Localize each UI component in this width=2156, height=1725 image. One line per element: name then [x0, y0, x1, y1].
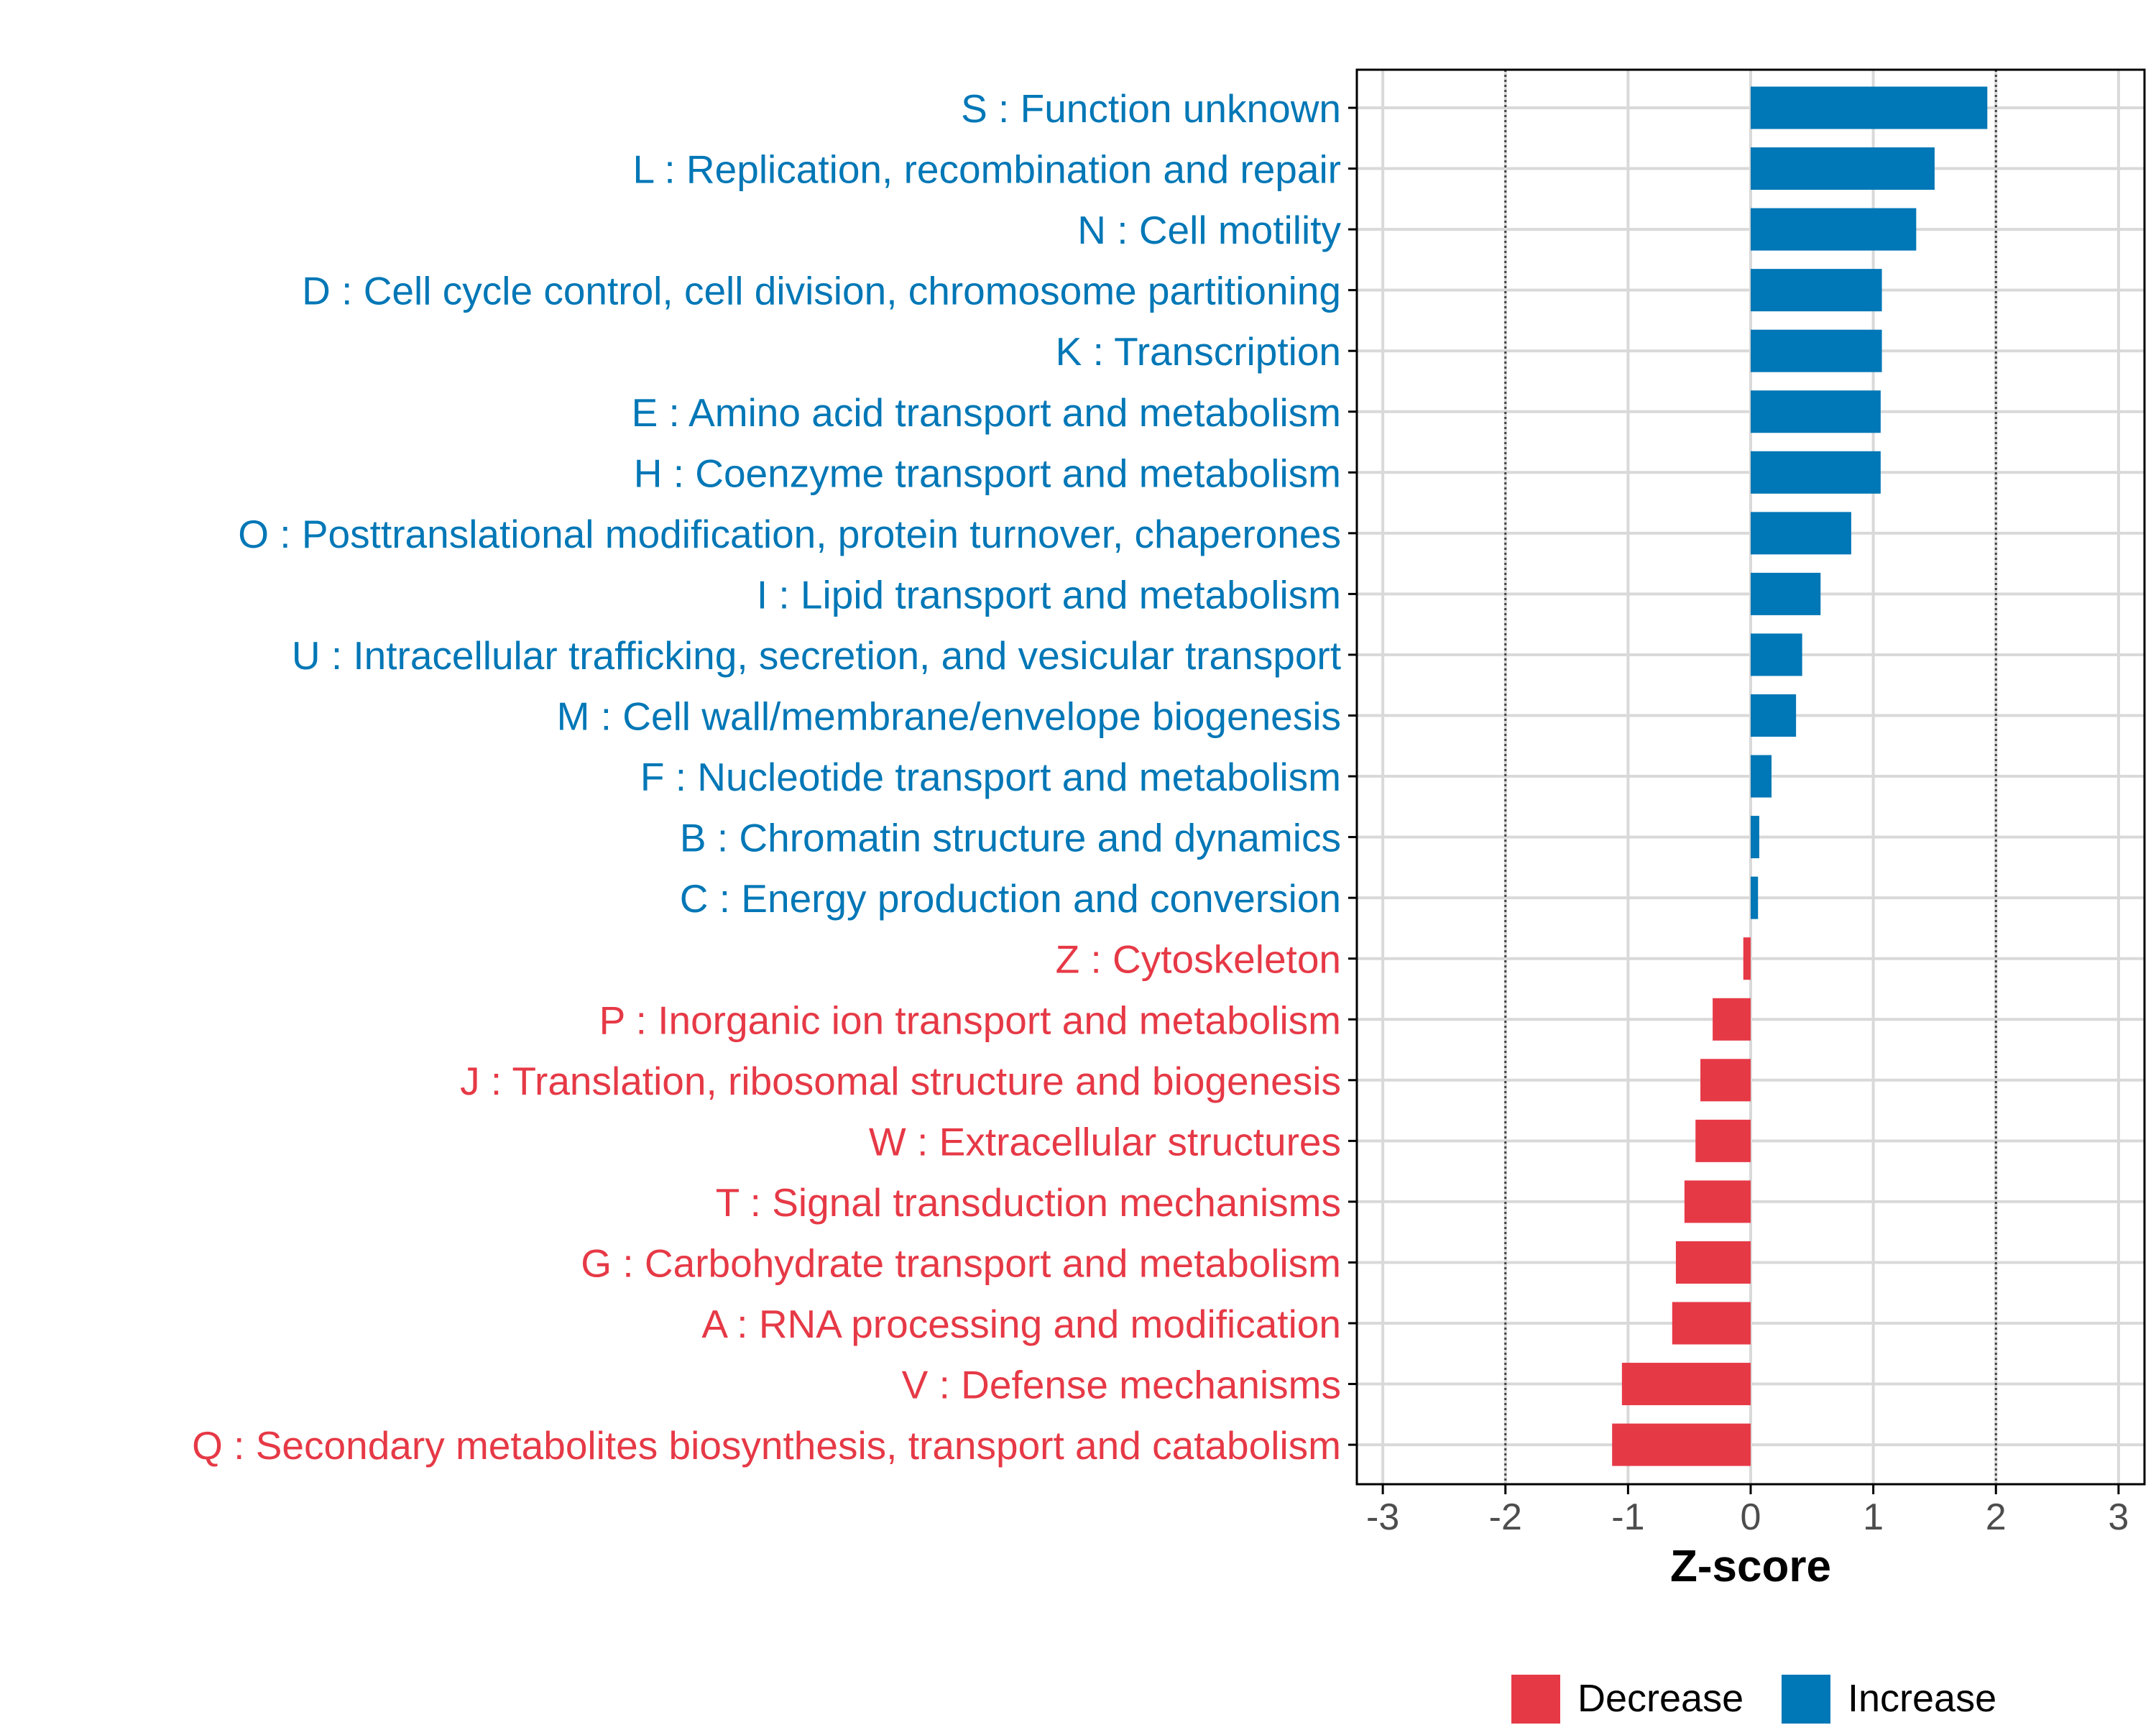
legend-label-decrease: Decrease	[1577, 1677, 1743, 1720]
y-tick-label: S : Function unknown	[961, 86, 1341, 131]
y-tick-label: U : Intracellular trafficking, secretion…	[292, 633, 1341, 678]
y-tick-label: I : Lipid transport and metabolism	[757, 572, 1341, 617]
y-tick-label: L : Replication, recombination and repai…	[633, 147, 1341, 192]
y-tick-label: F : Nucleotide transport and metabolism	[640, 755, 1341, 799]
x-axis-title: Z-score	[1670, 1542, 1831, 1591]
bars	[1612, 86, 1988, 1466]
y-tick-label: P : Inorganic ion transport and metaboli…	[599, 998, 1341, 1042]
y-tick-label: J : Translation, ribosomal structure and…	[460, 1059, 1341, 1103]
bar	[1751, 451, 1881, 494]
bar	[1612, 1423, 1751, 1466]
bar	[1751, 512, 1851, 555]
y-tick-label: H : Coenzyme transport and metabolism	[634, 451, 1341, 495]
bar	[1751, 208, 1917, 251]
y-tick-label: G : Carbohydrate transport and metabolis…	[581, 1241, 1341, 1285]
y-tick-label: T : Signal transduction mechanisms	[716, 1180, 1341, 1225]
y-axis-ticks: S : Function unknown L : Replication, rec…	[192, 86, 1357, 1468]
y-tick-label: A : RNA processing and modification	[701, 1302, 1341, 1346]
bar	[1751, 694, 1797, 737]
bar	[1700, 1059, 1751, 1102]
bar	[1751, 816, 1759, 859]
bar	[1751, 147, 1935, 190]
bar	[1751, 390, 1881, 433]
y-tick-label: Q : Secondary metabolites biosynthesis, …	[192, 1423, 1341, 1468]
y-tick-label: V : Defense mechanisms	[902, 1363, 1341, 1407]
legend-swatch-decrease	[1511, 1675, 1560, 1724]
y-tick-label: Z : Cytoskeleton	[1056, 937, 1341, 982]
bar	[1751, 876, 1759, 919]
bar	[1695, 1119, 1751, 1162]
y-tick-label: K : Transcription	[1056, 329, 1341, 374]
x-tick-label: -2	[1489, 1496, 1522, 1538]
bar	[1621, 1363, 1751, 1406]
y-tick-label: N : Cell motility	[1077, 208, 1341, 252]
legend-swatch-increase	[1782, 1675, 1830, 1724]
bar	[1751, 86, 1988, 129]
bar	[1675, 1241, 1751, 1284]
y-tick-label: W : Extracellular structures	[869, 1119, 1341, 1164]
y-tick-label: E : Amino acid transport and metabolism	[632, 390, 1341, 435]
y-tick-label: D : Cell cycle control, cell division, c…	[302, 269, 1341, 313]
bar	[1751, 269, 1882, 312]
y-tick-label: M : Cell wall/membrane/envelope biogenes…	[557, 694, 1341, 739]
x-axis-ticks: -3 -2 -1 0 1 2 3	[1366, 1484, 2129, 1538]
threshold-lines	[1504, 70, 1997, 1484]
x-tick-label: 3	[2108, 1496, 2129, 1538]
y-tick-label: B : Chromatin structure and dynamics	[680, 816, 1341, 860]
legend-label-increase: Increase	[1848, 1677, 1996, 1720]
bar	[1751, 572, 1821, 615]
x-tick-label: -1	[1611, 1496, 1644, 1538]
bar	[1751, 755, 1772, 798]
x-tick-label: 2	[1986, 1496, 2007, 1538]
bar	[1672, 1302, 1751, 1345]
bar	[1743, 937, 1751, 980]
bar	[1751, 329, 1882, 372]
x-tick-label: 0	[1741, 1496, 1761, 1538]
bar	[1713, 998, 1751, 1041]
bar	[1684, 1180, 1751, 1223]
y-tick-label: O : Posttranslational modification, prot…	[238, 512, 1341, 556]
x-tick-label: -3	[1366, 1496, 1399, 1538]
legend: Decrease Increase	[1511, 1675, 1996, 1724]
x-tick-label: 1	[1863, 1496, 1884, 1538]
bar	[1751, 633, 1802, 676]
y-tick-label: C : Energy production and conversion	[680, 876, 1341, 921]
